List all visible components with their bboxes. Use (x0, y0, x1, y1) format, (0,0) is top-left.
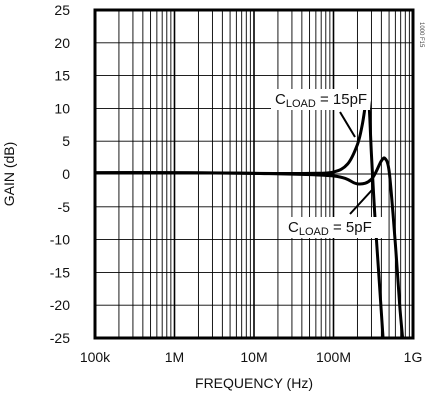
x-tick-label: 100k (80, 349, 111, 365)
annotation-text-c: C (288, 219, 299, 236)
x-tick-label: 1G (404, 349, 423, 365)
y-axis-label: GAIN (dB) (1, 142, 17, 207)
annotation-text-value: = 5pF (329, 219, 372, 236)
data-curves (95, 96, 405, 338)
annotation-cload-15pf: CLOAD = 15pF (275, 91, 367, 110)
annotation-text-subscript: LOAD (286, 98, 316, 110)
figure-code: 1000 F15 (418, 22, 424, 48)
y-tick-label: -10 (50, 232, 70, 248)
x-tick-label: 10M (240, 349, 267, 365)
x-axis-label: FREQUENCY (Hz) (195, 375, 313, 391)
y-tick-label: 0 (62, 166, 70, 182)
y-tick-label: 20 (54, 35, 70, 51)
annotation-leader-line (349, 189, 373, 215)
annotation-text-subscript: LOAD (299, 226, 329, 238)
annotation-text-c: C (275, 91, 286, 108)
x-tick-labels: 100k 1M 10M 100M 1G (80, 349, 423, 365)
annotation-leader-line (339, 111, 356, 138)
y-tick-label: 10 (54, 100, 70, 116)
y-tick-label: 15 (54, 68, 70, 84)
annotation-bg (271, 89, 370, 110)
y-tick-labels: 25 20 15 10 5 0 -5 -10 -15 -20 -25 (50, 2, 70, 346)
annotation-bg (284, 217, 383, 238)
y-tick-label: -5 (58, 199, 71, 215)
y-tick-label: -15 (50, 264, 70, 280)
y-tick-label: -25 (50, 330, 70, 346)
y-tick-label: -20 (50, 297, 70, 313)
annotation-cload-5pf: CLOAD = 5pF (288, 219, 372, 238)
series-cload-5pf (95, 156, 405, 338)
x-tick-label: 1M (165, 349, 184, 365)
y-tick-label: 25 (54, 2, 70, 18)
y-tick-label: 5 (62, 133, 70, 149)
x-tick-label: 100M (316, 349, 351, 365)
plot-frame (93, 8, 415, 340)
annotation-text-value: = 15pF (316, 91, 367, 108)
